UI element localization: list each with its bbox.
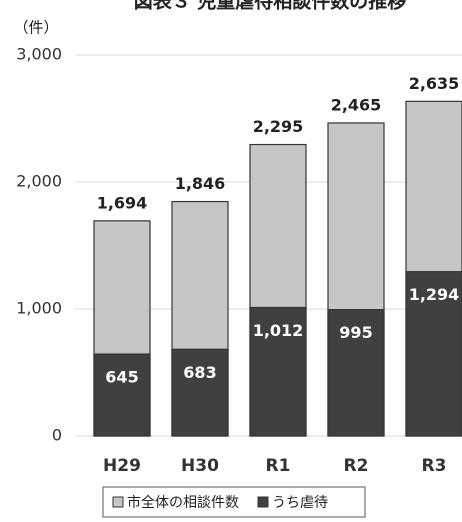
y-unit: （件） bbox=[13, 19, 58, 37]
x-tick-label: H30 bbox=[181, 456, 219, 476]
bar bbox=[405, 271, 462, 437]
legend-swatch bbox=[112, 496, 124, 508]
value-label: 1,012 bbox=[253, 321, 304, 340]
value-label: 1,846 bbox=[175, 174, 226, 193]
value-label: 995 bbox=[339, 323, 372, 342]
x-tick-label: R2 bbox=[344, 456, 369, 476]
value-label: 1,694 bbox=[97, 193, 148, 212]
x-tick-label: H29 bbox=[103, 456, 141, 476]
chart-title: 図表３ 児童虐待相談件数の推移 bbox=[134, 0, 407, 13]
legend-swatch bbox=[257, 496, 269, 508]
bar bbox=[171, 348, 229, 437]
y-tick-label: 3,000 bbox=[16, 45, 62, 64]
value-label: 2,635 bbox=[409, 74, 460, 93]
legend-label: 市全体の相談件数 bbox=[127, 494, 239, 511]
x-tick-label: R1 bbox=[266, 456, 291, 476]
value-label: 645 bbox=[105, 368, 138, 387]
y-tick-label: 0 bbox=[52, 426, 62, 445]
legend-box bbox=[102, 486, 366, 518]
value-label: 1,294 bbox=[409, 285, 460, 304]
bar bbox=[327, 309, 385, 437]
bar bbox=[93, 353, 151, 437]
y-tick-label: 1,000 bbox=[16, 299, 62, 318]
value-label: 2,465 bbox=[331, 95, 382, 114]
y-tick-label: 2,000 bbox=[16, 172, 62, 191]
value-label: 2,295 bbox=[253, 117, 304, 136]
legend-label: うち虐待 bbox=[272, 495, 328, 511]
value-label: 683 bbox=[183, 363, 216, 382]
x-tick-label: R3 bbox=[422, 456, 447, 476]
bar bbox=[249, 306, 307, 437]
